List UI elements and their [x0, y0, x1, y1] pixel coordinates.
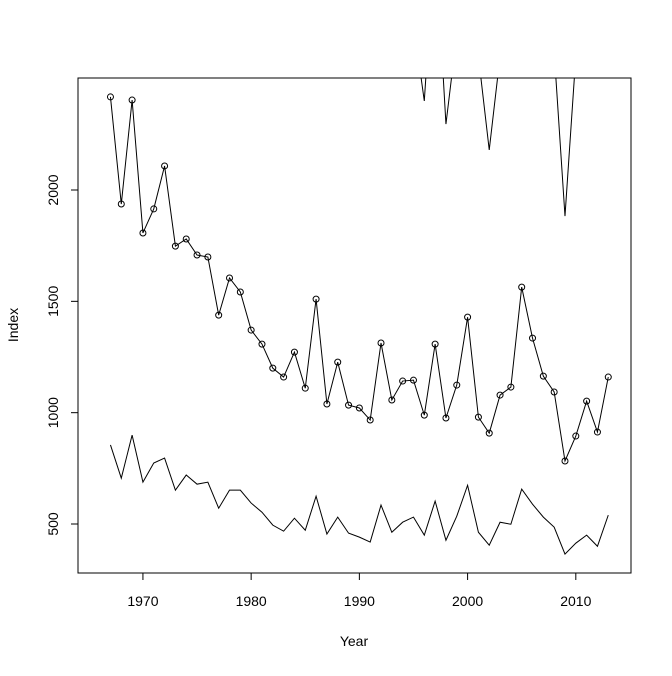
point: [496, 391, 504, 399]
point: [280, 373, 288, 381]
point: [301, 384, 309, 392]
point: [117, 200, 125, 208]
point: [518, 283, 526, 291]
point: [377, 339, 385, 347]
x-tick-label: 2000: [452, 593, 483, 609]
point: [355, 404, 363, 412]
series-line: [109, 435, 609, 555]
point: [204, 253, 212, 261]
point: [539, 372, 547, 380]
point: [345, 401, 353, 409]
point: [561, 457, 569, 465]
point: [485, 429, 493, 437]
point: [323, 400, 331, 408]
point: [507, 383, 515, 391]
point: [474, 413, 482, 421]
y-tick-label: 2000: [45, 174, 61, 205]
point: [290, 348, 298, 356]
point: [399, 377, 407, 385]
point: [334, 358, 342, 366]
point: [442, 414, 450, 422]
point: [388, 396, 396, 404]
x-tick-label: 1970: [127, 593, 158, 609]
plot-box: [77, 77, 632, 574]
point: [236, 288, 244, 296]
point: [593, 428, 601, 436]
series-line: [109, 96, 609, 463]
point: [572, 432, 580, 440]
point: [193, 251, 201, 259]
point: [161, 162, 169, 170]
point: [453, 381, 461, 389]
point: [529, 334, 537, 342]
series-line: [420, 78, 575, 217]
point: [420, 411, 428, 419]
y-tick-label: 1000: [45, 397, 61, 428]
point: [604, 373, 612, 381]
x-axis-label: Year: [340, 633, 369, 649]
y-axis-label: Index: [5, 308, 21, 342]
point: [150, 205, 158, 213]
x-tick-label: 1990: [344, 593, 375, 609]
point: [431, 340, 439, 348]
point: [215, 311, 223, 319]
point: [583, 397, 591, 405]
point: [171, 242, 179, 250]
point: [182, 235, 190, 243]
point: [106, 93, 114, 101]
y-tick-label: 500: [45, 512, 61, 536]
y-tick-label: 1500: [45, 286, 61, 317]
point: [139, 229, 147, 237]
point: [366, 416, 374, 424]
point: [247, 326, 255, 334]
point: [269, 364, 277, 372]
x-tick-label: 1980: [236, 593, 267, 609]
point: [409, 376, 417, 384]
point: [226, 274, 234, 282]
point: [312, 295, 320, 303]
point: [128, 96, 136, 104]
x-tick-label: 2010: [560, 593, 591, 609]
point: [464, 313, 472, 321]
point: [550, 388, 558, 396]
plot-area: [106, 78, 612, 555]
point: [258, 340, 266, 348]
